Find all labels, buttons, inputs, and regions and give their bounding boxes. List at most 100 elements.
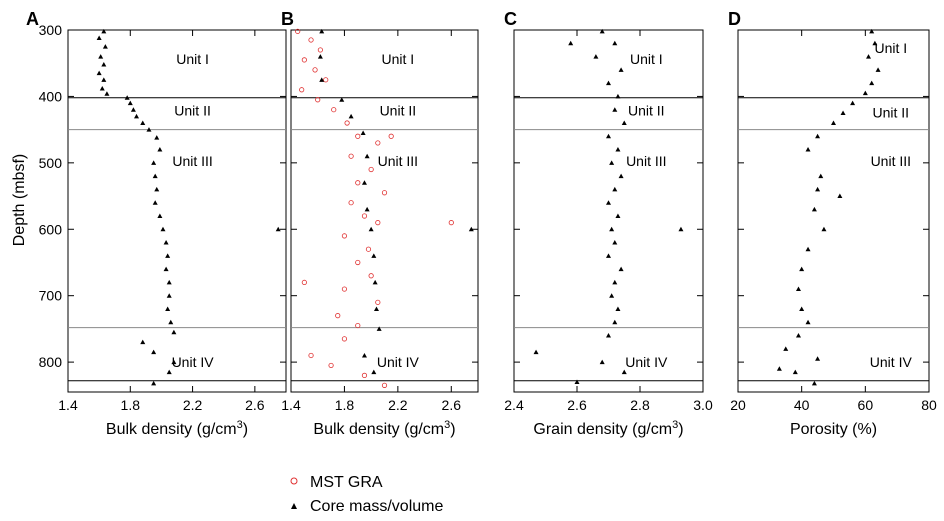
x-tick-label: 2.6	[245, 397, 265, 413]
core-point	[815, 186, 821, 192]
core-point	[168, 319, 174, 325]
gra-point	[448, 220, 454, 226]
x-tick-label: 2.2	[388, 397, 408, 413]
core-point	[866, 54, 872, 59]
core-point	[606, 333, 611, 338]
core-point	[157, 147, 163, 152]
core-point	[799, 306, 805, 311]
core-point	[678, 226, 684, 232]
core-point	[872, 40, 878, 46]
core-point	[96, 35, 102, 40]
core-point	[821, 226, 827, 232]
panel-b: 1.4 1.8 2.2 2.6 Bulk density (g/cm3) B Unit I U…	[281, 9, 479, 438]
gra-point	[328, 362, 334, 369]
core-point	[869, 80, 875, 86]
unit-label: Unit IV	[172, 354, 215, 370]
x-tick-label: 2.6	[442, 397, 462, 413]
core-point	[171, 329, 177, 335]
plot-frame	[513, 29, 704, 393]
x-tick-label: 2.6	[567, 397, 587, 413]
legend-core-marker	[291, 503, 297, 509]
y-tick-label: 400	[39, 88, 63, 104]
gra-point	[331, 107, 337, 113]
core-point	[361, 352, 367, 358]
gra-point	[381, 190, 388, 196]
core-point	[615, 93, 621, 99]
core-point	[615, 213, 621, 218]
gra-point	[341, 233, 348, 239]
core-point	[151, 349, 157, 355]
core-point	[160, 226, 166, 232]
x-tick-label: 3.0	[693, 397, 713, 413]
x-tick-label: 60	[858, 397, 874, 413]
core-point	[776, 366, 782, 371]
x-tick-label: 1.8	[121, 397, 141, 413]
unit-label: Unit IV	[625, 354, 668, 370]
core-point	[371, 369, 377, 375]
core-point	[815, 356, 821, 361]
core-point	[618, 67, 624, 72]
core-point	[875, 67, 881, 72]
core-point	[134, 113, 140, 119]
gra-point	[368, 273, 374, 279]
panel-a: 300 400 500 600 700 800 1.4 1.8 2.2 2.6 Bulk densi…	[26, 9, 287, 438]
legend-core-label: Core mass/volume	[310, 498, 443, 515]
x-tick-label: 80	[921, 397, 937, 413]
core-point	[140, 120, 146, 125]
y-tick-label: 800	[39, 354, 63, 370]
core-point	[599, 28, 605, 34]
core-point	[368, 226, 374, 232]
gra-point	[361, 372, 368, 378]
core-point	[376, 326, 382, 331]
x-axis-title: Grain density (g/cm3)	[533, 419, 683, 438]
panel-letter: D	[728, 9, 741, 29]
plot-frame	[290, 29, 479, 393]
core-point	[609, 293, 615, 298]
gra-point	[355, 180, 361, 186]
core-point	[805, 147, 811, 152]
gra-point	[308, 37, 314, 43]
unit-label: Unit IV	[870, 354, 913, 370]
core-point	[364, 206, 370, 212]
core-point	[612, 40, 618, 46]
gra-point	[348, 153, 354, 159]
core-point	[101, 28, 107, 34]
gra-point	[361, 213, 368, 219]
core-point	[606, 133, 611, 139]
core-point	[348, 113, 354, 119]
core-point	[130, 107, 136, 112]
gra-point	[295, 28, 301, 34]
core-point	[621, 369, 627, 375]
gra-point	[348, 200, 354, 206]
core-point	[606, 200, 611, 205]
y-axis-title: Depth (mbsf)	[11, 154, 28, 246]
x-tick-label: 40	[794, 397, 810, 413]
unit-label: Unit II	[380, 102, 417, 118]
core-point	[371, 253, 377, 258]
core-point	[361, 180, 367, 185]
gra-point	[335, 313, 341, 319]
core-point	[101, 77, 107, 82]
core-point	[154, 186, 160, 192]
x-tick-label: 20	[730, 397, 746, 413]
core-point	[275, 226, 281, 232]
gra-point	[355, 322, 361, 329]
core-point	[612, 186, 618, 192]
legend-gra-label: MST GRA	[310, 474, 383, 491]
core-point	[165, 306, 171, 311]
panel-letter: A	[26, 9, 39, 29]
core-point	[818, 173, 824, 179]
gra-point	[344, 120, 350, 126]
core-point	[574, 379, 580, 385]
core-point	[372, 279, 378, 285]
legend-gra-marker	[290, 477, 298, 485]
core-point	[783, 346, 789, 351]
y-tick-label: 600	[39, 221, 63, 237]
plot-frame	[737, 29, 930, 393]
panel-d: 20 40 60 80 Porosity (%) D Unit I Unit II Unit I…	[728, 9, 937, 438]
core-point	[373, 306, 379, 311]
core-point	[618, 173, 624, 179]
core-point	[612, 319, 618, 325]
unit-label: Unit I	[874, 40, 907, 56]
core-point	[612, 279, 618, 285]
